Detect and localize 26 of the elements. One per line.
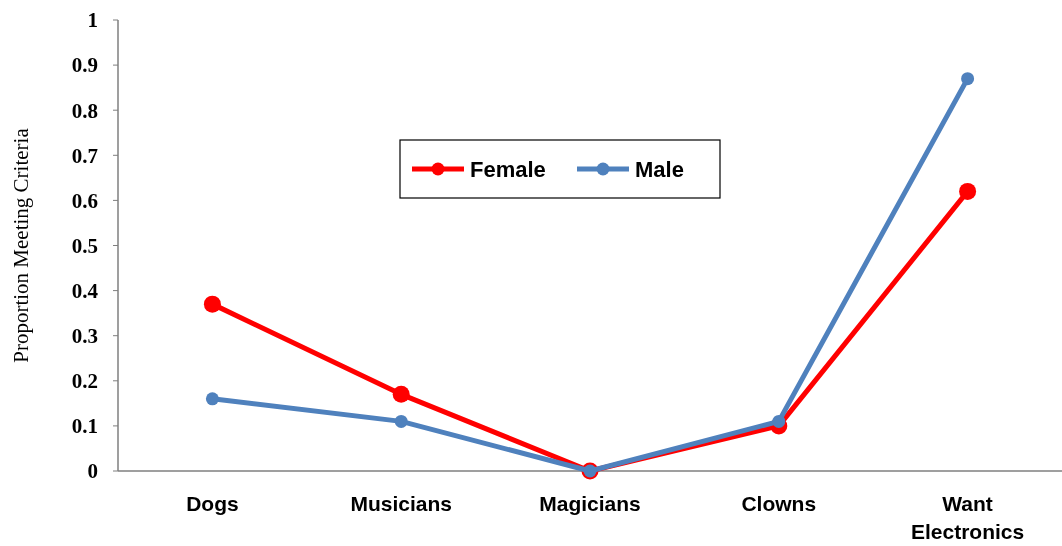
x-tick-label: Want Electronics [910,492,1025,543]
point [959,182,977,200]
x-tick-label: Clowns [741,492,817,515]
y-tick-label: 0.8 [71,98,98,123]
y-tick-label: 0.9 [71,53,98,78]
point [203,295,221,313]
y-tick-label: 0.2 [71,369,98,394]
y-tick-label: 0.3 [71,324,98,349]
y-axis-title: Proportion Meeting Criteria [9,127,33,363]
legend-label: Male [635,156,684,182]
y-tick-label: 0.5 [71,233,98,258]
y-tick-label: 1 [87,8,98,33]
y-tick-label: 0.6 [71,188,98,213]
y-tick-label: 0.7 [71,143,98,168]
x-tick-label: Magicians [539,492,641,515]
legend-label: Female [470,156,546,182]
y-tick-label: 0.4 [71,278,99,303]
x-tick-label: Dogs [186,492,239,515]
point [392,385,410,403]
point [205,392,219,406]
y-tick-label: 0.1 [71,414,98,439]
x-tick-label: Musicians [350,492,452,515]
point [772,414,786,428]
point [394,414,408,428]
y-tick-label: 0 [87,459,98,484]
point [961,72,975,86]
